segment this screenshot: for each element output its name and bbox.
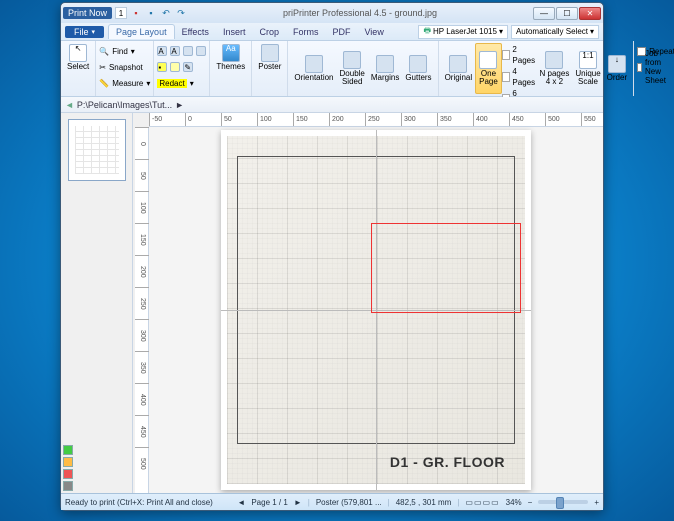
find-button[interactable]: 🔍Find▾ xyxy=(99,43,150,59)
titlebar: Print Now 1 ▪ ▪ ↶ ↷ priPrinter Professio… xyxy=(61,3,603,23)
view-mode-icons[interactable]: ▭▭▭▭ xyxy=(465,498,499,507)
pencil-icon[interactable]: ✎ xyxy=(183,62,193,72)
unique-scale-button[interactable]: 1:1Unique Scale xyxy=(572,43,603,94)
tab-page-layout[interactable]: Page Layout xyxy=(108,24,175,39)
poster-group: Poster xyxy=(252,41,288,96)
font-a-icon[interactable]: A xyxy=(157,46,167,56)
print-now-button[interactable]: Print Now xyxy=(63,7,112,19)
marker-icon[interactable] xyxy=(170,62,180,72)
status-ready: Ready to print (Ctrl+X: Print All and cl… xyxy=(65,498,213,507)
zoom-in-icon[interactable]: + xyxy=(594,498,599,507)
file-menu[interactable]: File xyxy=(65,26,104,38)
back-icon[interactable]: ◄ xyxy=(65,100,74,110)
quick-access-toolbar: Print Now 1 ▪ ▪ ↶ ↷ xyxy=(63,7,187,19)
one-page-button[interactable]: One Page xyxy=(475,43,502,94)
themes-group: AaThemes xyxy=(210,41,252,96)
redo-icon[interactable]: ↷ xyxy=(175,7,187,19)
app-window: Print Now 1 ▪ ▪ ↶ ↷ priPrinter Professio… xyxy=(60,2,604,511)
thumb-tools xyxy=(61,443,75,493)
tool-4-icon[interactable] xyxy=(63,481,73,491)
status-coords: 482,5 , 301 mm xyxy=(396,498,452,507)
minimize-button[interactable]: — xyxy=(533,7,555,20)
snapshot-icon: ✂ xyxy=(99,63,106,72)
tool-1-icon[interactable] xyxy=(63,445,73,455)
status-poster: Poster (579,801 ... xyxy=(316,498,382,507)
pdf-icon[interactable]: ▪ xyxy=(130,7,142,19)
tab-effects[interactable]: Effects xyxy=(175,25,216,39)
page-number: 1 xyxy=(115,7,127,19)
page-preview[interactable]: D1 - GR. FLOOR xyxy=(221,130,531,490)
selection-box[interactable] xyxy=(371,223,521,313)
status-page: Page 1 / 1 xyxy=(251,498,287,507)
find-icon: 🔍 xyxy=(99,47,109,56)
undo-icon[interactable]: ↶ xyxy=(160,7,172,19)
work-area: -50050100150200250300350400450500550 050… xyxy=(61,113,603,493)
window-title: priPrinter Professional 4.5 - ground.jpg xyxy=(187,8,533,18)
themes-button[interactable]: AaThemes xyxy=(213,43,248,72)
ruler-vertical: 050100150200250300350400450500 xyxy=(135,127,149,493)
floor-plan-label: D1 - GR. FLOOR xyxy=(390,454,505,470)
find-group: 🔍Find▾ ✂Snapshot 📏Measure▾ xyxy=(96,41,154,96)
n-pages-button[interactable]: N pages 4 x 2 xyxy=(537,43,573,94)
close-button[interactable]: ✕ xyxy=(579,7,601,20)
double-sided-button[interactable]: Double Sided xyxy=(337,43,368,94)
markup-group: AA ▪ ✎ Redact▾ xyxy=(154,41,210,96)
ribbon: ↖Select 🔍Find▾ ✂Snapshot 📏Measure▾ AA ▪ ✎… xyxy=(61,41,603,97)
layout-group: Original One Page 2 Pages 4 Pages 6 Page… xyxy=(439,41,635,96)
thumbnail-panel xyxy=(61,113,133,493)
font-a2-icon[interactable]: A xyxy=(170,46,180,56)
printer-select[interactable]: 🖶HP LaserJet 1015▾ xyxy=(418,25,507,39)
page-setup-group: Orientation Double Sided Margins Gutters xyxy=(288,41,438,96)
poster-button[interactable]: Poster xyxy=(255,43,284,72)
select-group: ↖Select xyxy=(61,41,96,96)
highlight-icon[interactable]: ▪ xyxy=(157,62,167,72)
zoom-slider[interactable] xyxy=(538,500,588,504)
box-icon[interactable] xyxy=(183,46,193,56)
nav-prev-icon[interactable]: ◄ xyxy=(237,498,245,507)
breadcrumb: ◄ P:\Pelican\Images\Tut... ► xyxy=(61,97,603,113)
ruler-horizontal: -50050100150200250300350400450500550 xyxy=(149,113,603,127)
tool-2-icon[interactable] xyxy=(63,457,73,467)
tab-forms[interactable]: Forms xyxy=(286,25,326,39)
snapshot-button[interactable]: ✂Snapshot xyxy=(99,59,150,75)
measure-icon: 📏 xyxy=(99,79,109,88)
tab-crop[interactable]: Crop xyxy=(252,25,286,39)
tool-3-icon[interactable] xyxy=(63,469,73,479)
tab-insert[interactable]: Insert xyxy=(216,25,253,39)
tab-view[interactable]: View xyxy=(357,25,390,39)
original-button[interactable]: Original xyxy=(442,43,476,94)
redact-button[interactable]: Redact▾ xyxy=(157,75,206,91)
thumbnail-1[interactable] xyxy=(68,119,126,181)
zoom-out-icon[interactable]: − xyxy=(528,498,533,507)
nav-next-icon[interactable]: ► xyxy=(294,498,302,507)
circle-icon[interactable] xyxy=(196,46,206,56)
tab-pdf[interactable]: PDF xyxy=(325,25,357,39)
orientation-button[interactable]: Orientation xyxy=(291,43,336,94)
breadcrumb-path[interactable]: P:\Pelican\Images\Tut... xyxy=(77,100,172,110)
maximize-button[interactable]: ☐ xyxy=(556,7,578,20)
options-group: Repeat Job from New Sheet xyxy=(634,41,674,96)
paper-select[interactable]: Automatically Select▾ xyxy=(511,25,599,39)
job-new-check[interactable]: Job from New Sheet xyxy=(637,59,674,75)
margins-button[interactable]: Margins xyxy=(368,43,402,94)
pages-presets: 2 Pages 4 Pages 6 Pages xyxy=(502,43,537,94)
measure-button[interactable]: 📏Measure▾ xyxy=(99,75,150,91)
gutters-button[interactable]: Gutters xyxy=(402,43,434,94)
two-pages-button[interactable]: 2 Pages xyxy=(502,44,537,66)
statusbar: Ready to print (Ctrl+X: Print All and cl… xyxy=(61,493,603,510)
canvas[interactable]: D1 - GR. FLOOR xyxy=(149,127,603,493)
four-pages-button[interactable]: 4 Pages xyxy=(502,66,537,88)
save-icon[interactable]: ▪ xyxy=(145,7,157,19)
ribbon-tabs: File Page Layout Effects Insert Crop For… xyxy=(61,23,603,41)
status-zoom: 34% xyxy=(506,498,522,507)
select-button[interactable]: ↖Select xyxy=(64,43,92,72)
forward-icon[interactable]: ► xyxy=(175,100,184,110)
order-button[interactable]: ↓Order xyxy=(604,43,630,94)
